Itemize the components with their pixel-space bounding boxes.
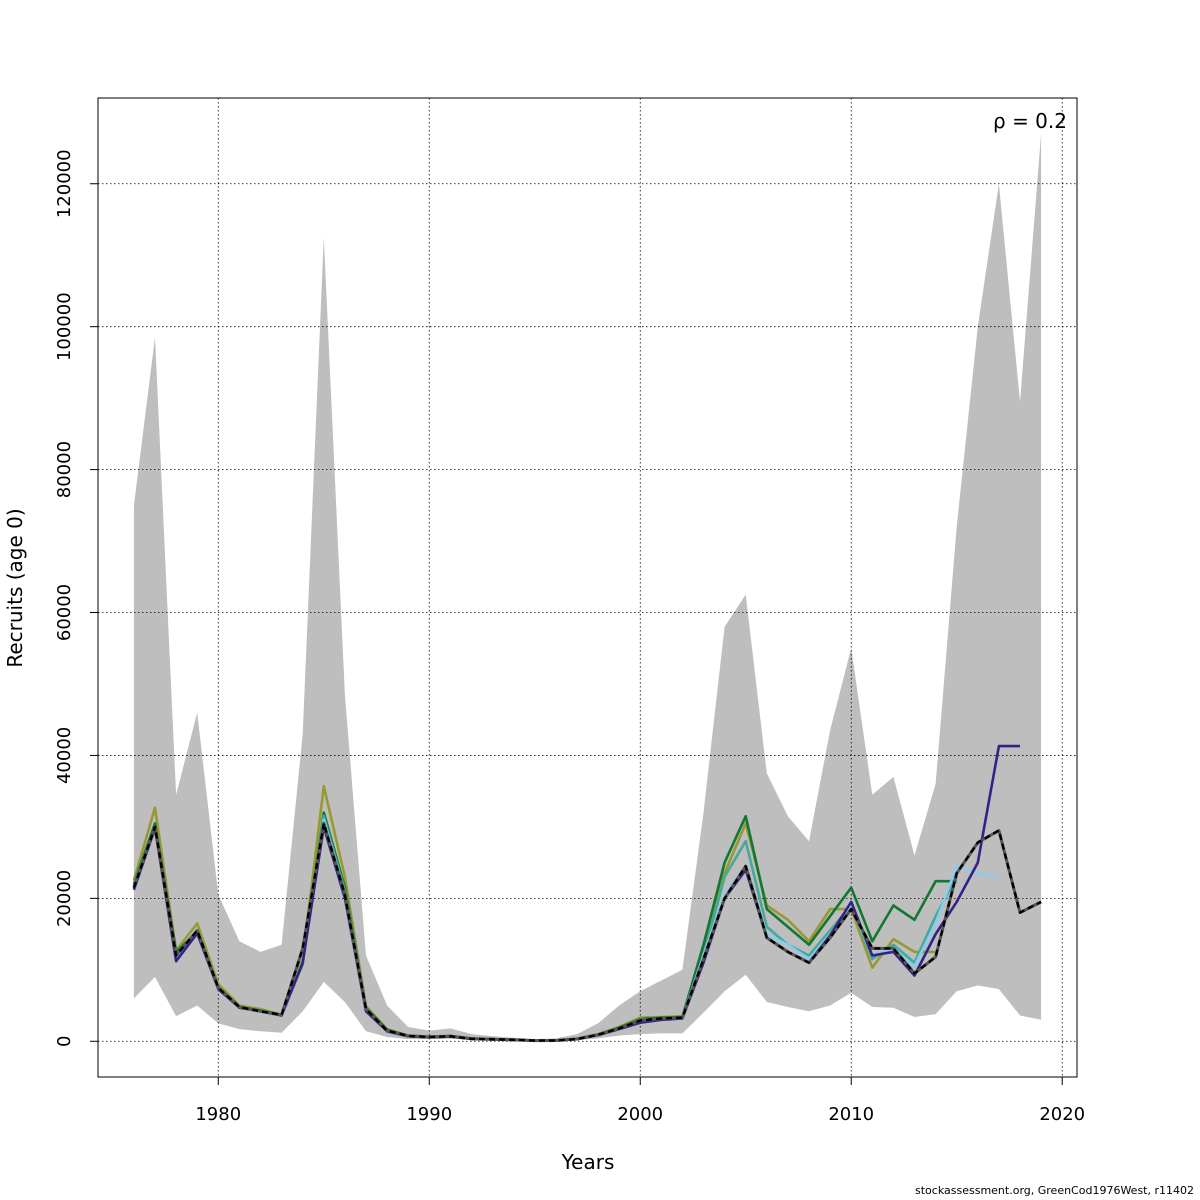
y-tick-label-100000: 100000 xyxy=(54,292,75,361)
series-line-5 xyxy=(132,822,1042,1042)
x-tick-label-2020: 2020 xyxy=(1039,1104,1085,1125)
series-layer xyxy=(132,744,1042,1043)
y-tick-label-20000: 20000 xyxy=(54,870,75,927)
confidence-band xyxy=(133,133,1042,1041)
y-tick-label-40000: 40000 xyxy=(54,727,75,784)
x-axis-title: Years xyxy=(561,1150,615,1174)
y-axis-title: Recruits (age 0) xyxy=(3,508,27,667)
y-tick-label-0: 0 xyxy=(54,1036,75,1047)
y-tick-label-120000: 120000 xyxy=(54,149,75,218)
y-tick-label-60000: 60000 xyxy=(54,584,75,641)
x-tick-label-2000: 2000 xyxy=(617,1104,663,1125)
grid-layer xyxy=(98,98,1077,1077)
plot-frame xyxy=(97,97,1078,1078)
confidence-band-layer xyxy=(133,133,1042,1041)
axis-layer: 1980 1990 2000 2010 2020 0 20000 40000 60000 8000… xyxy=(54,149,1085,1125)
x-tick-label-1980: 1980 xyxy=(195,1104,241,1125)
y-tick-label-80000: 80000 xyxy=(54,441,75,498)
x-tick-label-2010: 2010 xyxy=(828,1104,874,1125)
x-tick-label-1990: 1990 xyxy=(406,1104,452,1125)
rho-annotation: ρ = 0.2 xyxy=(993,109,1067,133)
footer-credit: stockassessment.org, GreenCod1976West, r… xyxy=(915,1184,1194,1197)
